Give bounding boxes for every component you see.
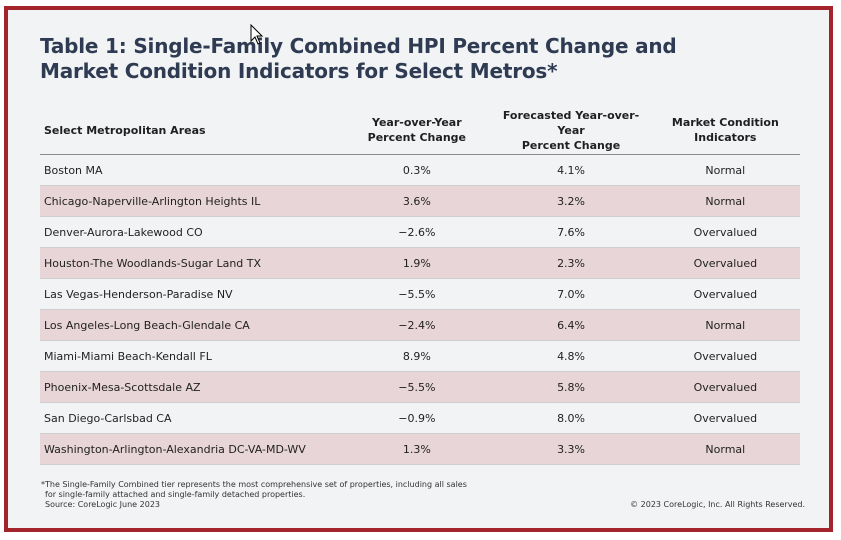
- cell-forecast: 8.0%: [557, 411, 586, 425]
- cell-condition: Normal: [705, 163, 746, 177]
- table-row: Boston MA 0.3% 4.1% Normal: [40, 155, 800, 186]
- report-frame: Table 1: Single-Family Combined HPI Perc…: [4, 6, 833, 532]
- cell-area: Phoenix-Mesa-Scottsdale AZ: [44, 380, 201, 394]
- cell-forecast: 7.0%: [557, 287, 586, 301]
- cell-forecast: 4.8%: [557, 349, 586, 363]
- table-row: Miami-Miami Beach-Kendall FL 8.9% 4.8% O…: [40, 341, 800, 372]
- footnote-line-2: for single-family attached and single-fa…: [45, 490, 306, 499]
- cell-yoy: 8.9%: [402, 349, 431, 363]
- cell-forecast: 7.6%: [557, 225, 586, 239]
- footnote-line-1: *The Single-Family Combined tier represe…: [41, 480, 467, 489]
- cell-yoy: −2.4%: [398, 318, 436, 332]
- cell-area: Los Angeles-Long Beach-Glendale CA: [44, 318, 250, 332]
- header-area: Select Metropolitan Areas: [40, 106, 343, 155]
- cell-yoy: −0.9%: [398, 411, 436, 425]
- table-row: Las Vegas-Henderson-Paradise NV −5.5% 7.…: [40, 279, 800, 310]
- footnote-source: Source: CoreLogic June 2023: [45, 500, 161, 509]
- cell-area: Boston MA: [44, 163, 103, 177]
- cell-area: Miami-Miami Beach-Kendall FL: [44, 349, 212, 363]
- table-row: San Diego-Carlsbad CA −0.9% 8.0% Overval…: [40, 403, 800, 434]
- header-yoy-line-2: Percent Change: [367, 131, 466, 144]
- cell-forecast: 4.1%: [557, 163, 586, 177]
- cell-area: Las Vegas-Henderson-Paradise NV: [44, 287, 233, 301]
- cell-yoy: 1.3%: [402, 442, 431, 456]
- table-row: Chicago-Naperville-Arlington Heights IL …: [40, 185, 800, 217]
- header-yoy-line-1: Year-over-Year: [371, 116, 462, 129]
- table-row: Washington-Arlington-Alexandria DC-VA-MD…: [40, 433, 800, 465]
- header-forecast-line-1: Forecasted Year-over-Year: [502, 108, 640, 137]
- title-line-1: Table 1: Single-Family Combined HPI Perc…: [40, 34, 677, 58]
- cell-condition: Overvalued: [693, 256, 758, 270]
- cell-forecast: 3.3%: [557, 442, 586, 456]
- page-title: Table 1: Single-Family Combined HPI Perc…: [40, 34, 740, 84]
- cell-condition: Normal: [705, 318, 746, 332]
- copyright-notice: © 2023 CoreLogic, Inc. All Rights Reserv…: [630, 500, 805, 509]
- cell-yoy: 1.9%: [402, 256, 431, 270]
- cell-area: Houston-The Woodlands-Sugar Land TX: [44, 256, 262, 270]
- cell-forecast: 3.2%: [557, 194, 586, 208]
- cell-area: Denver-Aurora-Lakewood CO: [44, 225, 203, 239]
- cell-area: Washington-Arlington-Alexandria DC-VA-MD…: [44, 442, 306, 456]
- cell-condition: Overvalued: [693, 349, 758, 363]
- header-condition-line-2: Indicators: [694, 131, 757, 144]
- mouse-pointer-icon: [250, 24, 264, 45]
- cell-yoy: −2.6%: [398, 225, 436, 239]
- header-condition: Market Condition Indicators: [650, 106, 800, 155]
- header-condition-line-1: Market Condition: [671, 116, 779, 129]
- header-forecast: Forecasted Year-over-Year Percent Change: [491, 106, 651, 155]
- cell-forecast: 2.3%: [557, 256, 586, 270]
- table-row: Los Angeles-Long Beach-Glendale CA −2.4%…: [40, 309, 800, 341]
- cell-area: San Diego-Carlsbad CA: [44, 411, 172, 425]
- cell-condition: Overvalued: [693, 287, 758, 301]
- metro-hpi-table: Select Metropolitan Areas Year-over-Year…: [40, 106, 800, 465]
- cell-forecast: 5.8%: [557, 380, 586, 394]
- header-yoy: Year-over-Year Percent Change: [342, 106, 492, 155]
- cell-condition: Normal: [705, 442, 746, 456]
- table-row: Phoenix-Mesa-Scottsdale AZ −5.5% 5.8% Ov…: [40, 371, 800, 403]
- table-row: Denver-Aurora-Lakewood CO −2.6% 7.6% Ove…: [40, 217, 800, 248]
- cell-area: Chicago-Naperville-Arlington Heights IL: [44, 194, 261, 208]
- cell-condition: Overvalued: [693, 411, 758, 425]
- cell-yoy: 3.6%: [402, 194, 431, 208]
- header-forecast-line-2: Percent Change: [521, 138, 621, 152]
- cell-yoy: 0.3%: [402, 163, 431, 177]
- cell-yoy: −5.5%: [398, 287, 436, 301]
- cell-forecast: 6.4%: [557, 318, 586, 332]
- cell-yoy: −5.5%: [398, 380, 436, 394]
- title-line-2: Market Condition Indicators for Select M…: [40, 59, 558, 83]
- table-header-row: Select Metropolitan Areas Year-over-Year…: [40, 106, 800, 155]
- cell-condition: Normal: [705, 194, 746, 208]
- table-row: Houston-The Woodlands-Sugar Land TX 1.9%…: [40, 247, 800, 279]
- cell-condition: Overvalued: [693, 380, 758, 394]
- footnote: *The Single-Family Combined tier represe…: [41, 480, 511, 510]
- cell-condition: Overvalued: [693, 225, 758, 239]
